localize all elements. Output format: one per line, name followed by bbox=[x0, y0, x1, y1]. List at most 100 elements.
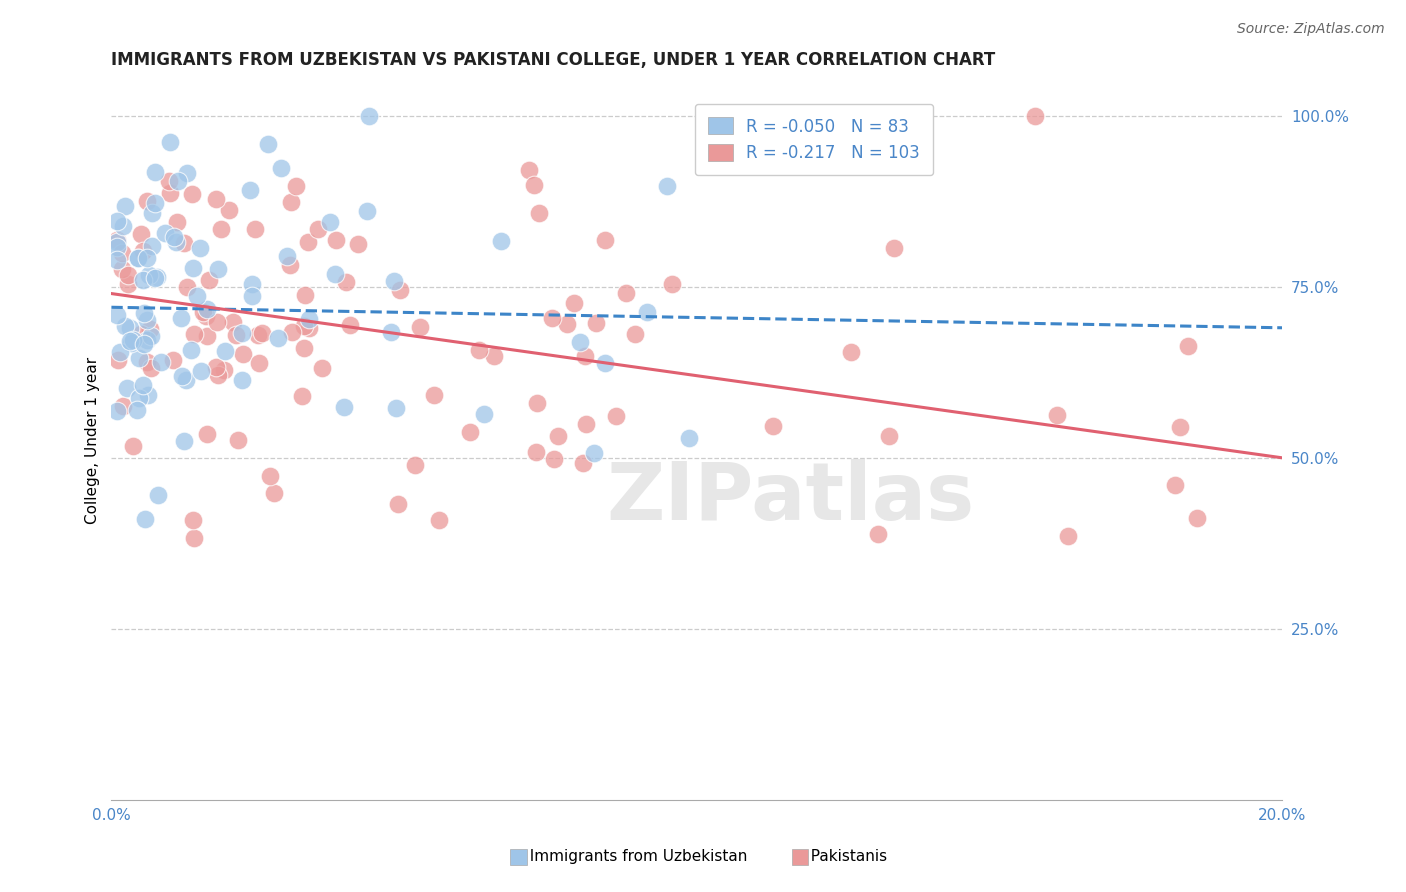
Point bbox=[311, 361, 333, 376]
Point bbox=[636, 305, 658, 319]
Point bbox=[298, 321, 321, 335]
Point bbox=[1046, 408, 1069, 422]
Point bbox=[183, 326, 205, 341]
Point bbox=[468, 343, 491, 357]
Point bbox=[214, 343, 236, 358]
Point bbox=[136, 194, 159, 208]
Point bbox=[339, 318, 361, 332]
Point bbox=[257, 136, 280, 151]
Point bbox=[186, 289, 208, 303]
Point bbox=[252, 326, 274, 340]
Point bbox=[382, 274, 405, 288]
Point bbox=[114, 199, 136, 213]
Point bbox=[139, 322, 162, 336]
Point bbox=[134, 512, 156, 526]
Point bbox=[380, 325, 402, 339]
Point bbox=[385, 401, 408, 416]
Point bbox=[240, 277, 263, 292]
Point bbox=[562, 295, 585, 310]
Point bbox=[239, 182, 262, 196]
Point bbox=[839, 344, 862, 359]
Point bbox=[205, 359, 228, 374]
Point bbox=[162, 353, 184, 368]
Point bbox=[108, 345, 131, 359]
Point bbox=[183, 531, 205, 545]
Point bbox=[387, 497, 409, 511]
Point bbox=[105, 404, 128, 418]
Point bbox=[129, 327, 152, 342]
Point bbox=[543, 452, 565, 467]
Point bbox=[195, 427, 218, 442]
Point bbox=[176, 279, 198, 293]
Point bbox=[136, 355, 159, 369]
Point bbox=[319, 215, 342, 229]
Text: Immigrants from Uzbekistan: Immigrants from Uzbekistan bbox=[520, 849, 748, 863]
Point bbox=[294, 288, 316, 302]
Point bbox=[195, 302, 218, 317]
Point bbox=[180, 186, 202, 201]
Point bbox=[105, 235, 128, 249]
Text: ZIPatlas: ZIPatlas bbox=[606, 459, 974, 537]
Point bbox=[112, 399, 135, 413]
Point bbox=[1024, 109, 1046, 123]
Point bbox=[523, 178, 546, 193]
Point bbox=[118, 321, 141, 335]
Point bbox=[325, 233, 347, 247]
Point bbox=[356, 204, 378, 219]
Point bbox=[1056, 529, 1078, 543]
Point bbox=[423, 388, 446, 402]
Point bbox=[150, 355, 173, 369]
Point bbox=[172, 368, 194, 383]
Point bbox=[291, 388, 314, 402]
Point bbox=[143, 165, 166, 179]
Point bbox=[868, 526, 890, 541]
Point bbox=[129, 227, 152, 242]
Point bbox=[115, 381, 138, 395]
Point bbox=[117, 277, 139, 291]
Point bbox=[575, 417, 598, 431]
Point bbox=[263, 486, 285, 500]
Point bbox=[555, 318, 578, 332]
Point bbox=[245, 222, 267, 236]
Point bbox=[143, 196, 166, 211]
Point bbox=[165, 235, 187, 249]
Point bbox=[111, 245, 134, 260]
Point bbox=[110, 261, 132, 276]
Point bbox=[105, 308, 128, 322]
Point bbox=[157, 174, 180, 188]
Point bbox=[105, 214, 128, 228]
Point bbox=[138, 268, 160, 283]
Point bbox=[240, 289, 263, 303]
Point bbox=[170, 311, 193, 326]
Point bbox=[1164, 477, 1187, 491]
Point bbox=[540, 311, 562, 326]
Point bbox=[583, 446, 606, 460]
Point bbox=[136, 251, 159, 265]
Point bbox=[180, 343, 202, 357]
Point bbox=[209, 222, 232, 236]
Point bbox=[427, 513, 450, 527]
Point bbox=[225, 327, 247, 342]
Point bbox=[114, 318, 136, 333]
Point bbox=[132, 244, 155, 259]
Point bbox=[131, 273, 153, 287]
Point bbox=[404, 458, 426, 472]
Point bbox=[143, 271, 166, 285]
Point bbox=[195, 309, 218, 323]
Point bbox=[138, 388, 160, 402]
Point bbox=[174, 373, 197, 387]
Point bbox=[526, 396, 548, 410]
Y-axis label: College, Under 1 year: College, Under 1 year bbox=[86, 357, 100, 524]
Text: Pakistanis: Pakistanis bbox=[801, 849, 887, 863]
Point bbox=[132, 337, 155, 351]
Point bbox=[141, 239, 163, 253]
Point bbox=[574, 349, 596, 363]
Point bbox=[285, 178, 308, 193]
Point bbox=[159, 186, 181, 200]
Point bbox=[1185, 511, 1208, 525]
Point bbox=[139, 329, 162, 343]
Point bbox=[128, 351, 150, 366]
Point bbox=[267, 331, 290, 345]
Point bbox=[190, 364, 212, 378]
Point bbox=[614, 286, 637, 301]
